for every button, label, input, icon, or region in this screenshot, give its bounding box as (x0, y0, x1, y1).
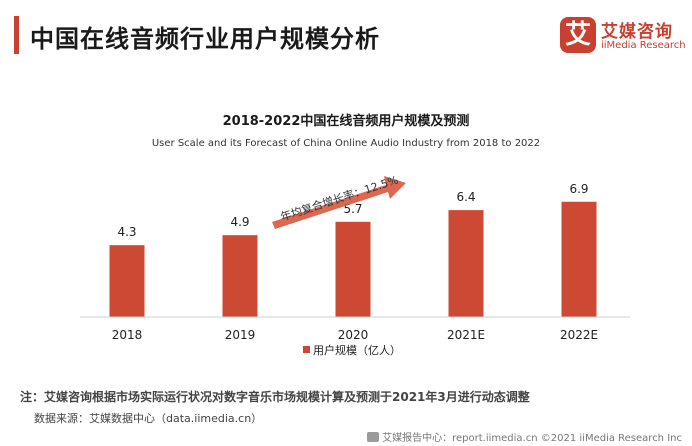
data-label-2018: 4.3 (117, 225, 136, 239)
data-source: 数据来源：艾媒数据中心（data.iimedia.cn） (34, 412, 263, 425)
x-tick-2018: 2018 (112, 328, 143, 342)
bar-2021E (448, 210, 484, 317)
legend-label: 用户规模（亿人） (313, 343, 401, 357)
logo: 艾 艾媒咨询 iiMedia Research (560, 15, 686, 59)
legend: 用户规模（亿人） (303, 343, 401, 357)
logo-name-en: iiMedia Research (601, 40, 686, 51)
data-label-2021E: 6.4 (456, 190, 475, 204)
chart-subtitle: User Scale and its Forecast of China Onl… (152, 138, 540, 149)
cagr-annotation: 年均复合增长率：12.5% (272, 173, 406, 229)
bar-2018 (109, 245, 145, 317)
data-label-2022E: 6.9 (569, 182, 588, 196)
page-title: 中国在线音频行业用户规模分析 (30, 25, 380, 53)
bar-2019 (222, 235, 258, 317)
bar-chart: 2018-2022中国在线音频用户规模及预测 User Scale and it… (80, 113, 630, 357)
growth-arrow-icon (272, 176, 406, 229)
logo-name-cn: 艾媒咨询 (601, 22, 673, 42)
title-accent-bar (14, 16, 19, 54)
x-tick-2022E: 2022E (560, 328, 598, 342)
legend-swatch (303, 346, 310, 353)
footer: 艾媒报告中心：report.iimedia.cn ©2021 iiMedia R… (367, 429, 682, 444)
x-tick-2021E: 2021E (447, 328, 485, 342)
cagr-label: 年均复合增长率：12.5% (279, 173, 400, 224)
data-label-2020: 5.7 (343, 202, 362, 216)
data-label-2019: 4.9 (230, 215, 249, 229)
bar-2020 (335, 221, 371, 317)
bar-2022E (561, 201, 597, 317)
x-tick-2020: 2020 (338, 328, 369, 342)
logo-mark: 艾 (560, 17, 596, 53)
x-tick-2019: 2019 (225, 328, 256, 342)
footer-text: 艾媒报告中心：report.iimedia.cn ©2021 iiMedia R… (382, 433, 682, 444)
report-icon (367, 432, 380, 442)
footnote: 注：艾媒咨询根据市场实际运行状况对数字音乐市场规模计算及预测于2021年3月进行… (20, 390, 530, 404)
chart-title: 2018-2022中国在线音频用户规模及预测 (223, 113, 470, 129)
